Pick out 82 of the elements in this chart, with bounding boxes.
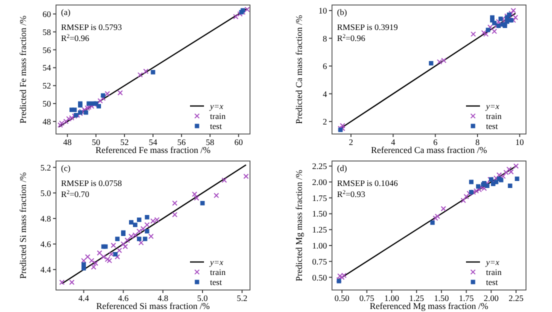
annotation: (c)	[61, 163, 71, 173]
x-tick-label: 6	[433, 137, 438, 147]
annotation: R$^{2}$=0.96	[61, 33, 90, 43]
annotation: (b)	[337, 7, 348, 17]
legend-label: train	[210, 267, 226, 277]
annotation: R$^{2}$=0.70	[61, 189, 90, 199]
x-tick-label: 0.50	[334, 293, 350, 303]
legend-label: test	[210, 121, 222, 131]
x-tick-label: 54	[148, 137, 158, 147]
annotation: RMSEP is 0.3919	[337, 22, 398, 32]
y-tick-label: 5.0	[40, 188, 51, 198]
legend-label: test	[486, 277, 498, 287]
legend-label: y=x	[209, 257, 224, 267]
x-tick-label: 4.6	[118, 293, 129, 303]
y-tick-label: 54	[42, 62, 52, 73]
y-axis-title: Predicted Ca mass fraction /%	[294, 14, 304, 124]
x-axis-title: Referenced Mg mass fraction /%	[370, 301, 489, 311]
y-tick-label: 1.00	[312, 240, 327, 251]
y-tick-label: 48	[42, 116, 51, 126]
y-tick-label: 52	[42, 80, 51, 91]
y-tick-label: 50	[42, 98, 51, 109]
x-tick-label: 0.75	[359, 293, 374, 303]
y-tick-label: 58	[42, 26, 51, 37]
x-tick-label: 2.00	[484, 293, 499, 303]
y-tick-label: 2.25	[312, 161, 327, 172]
annotation: (a)	[61, 7, 71, 17]
x-tick-label: 58	[206, 137, 214, 147]
annotation: R$^{2}$=0.96	[337, 33, 366, 43]
y-tick-label: 2.00	[312, 176, 327, 187]
y-tick-label: 1.50	[312, 208, 327, 219]
y-tick-label: 0.50	[312, 272, 327, 282]
y-tick-label: 1.75	[312, 192, 327, 203]
x-tick-label: 5.2	[236, 293, 248, 303]
annotation: RMSEP is 0.1046	[337, 178, 398, 188]
legend-label: train	[486, 267, 502, 277]
x-tick-label: 1.00	[384, 293, 400, 303]
legend-label: y=x	[485, 101, 500, 111]
legend-label: train	[486, 111, 502, 121]
x-tick-label: 5.0	[197, 293, 208, 303]
y-tick-label: 10	[318, 6, 327, 16]
x-axis-title: Referenced Si mass fraction /%	[96, 301, 210, 311]
y-tick-label: 60	[42, 8, 51, 19]
x-tick-label: 1.75	[458, 293, 474, 303]
x-axis-title: Referenced Fe mass fraction /%	[96, 145, 211, 155]
y-tick-label: 0.75	[312, 256, 327, 266]
x-tick-label: 8	[475, 137, 480, 147]
y-axis-title: Predicted Mg mass fraction /%	[294, 169, 304, 282]
x-tick-label: 1.25	[409, 293, 424, 303]
x-tick-label: 2.25	[508, 293, 524, 303]
y-tick-label: 56	[42, 44, 51, 55]
y-tick-label: 8	[322, 33, 327, 44]
y-tick-label: 4.6	[40, 239, 51, 250]
x-tick-label: 52	[120, 137, 129, 147]
x-tick-label: 56	[177, 137, 186, 147]
x-tick-label: 4	[391, 137, 396, 147]
y-tick-label: 4	[322, 88, 328, 99]
legend-label: train	[210, 111, 226, 121]
y-tick-label: 4.8	[40, 213, 51, 224]
x-tick-label: 50	[92, 137, 100, 147]
y-axis-title: Predicted Si mass fraction /%	[18, 172, 28, 279]
y-tick-label: 4.4	[40, 264, 52, 275]
x-tick-label: 4.8	[158, 293, 168, 303]
x-tick-label: 1.50	[434, 293, 449, 303]
annotation: (d)	[337, 163, 348, 173]
x-tick-label: 48	[63, 137, 72, 147]
x-tick-label: 10	[515, 137, 524, 147]
x-tick-label: 60	[234, 137, 243, 147]
legend-label: test	[486, 121, 498, 131]
legend-label: y=x	[209, 101, 224, 111]
legend-label: y=x	[485, 257, 500, 267]
legend-label: test	[210, 277, 222, 287]
x-tick-label: 2	[348, 137, 354, 147]
y-axis-title: Predicted Fe mass fraction /%	[18, 15, 28, 124]
annotation: R$^{2}$=0.93	[337, 189, 366, 199]
x-axis-title: Referenced Ca mass fraction /%	[371, 145, 488, 155]
y-tick-label: 2	[322, 116, 327, 127]
y-tick-label: 5.2	[40, 162, 51, 172]
y-tick-label: 6	[322, 61, 327, 72]
annotation: RMSEP is 0.0758	[61, 178, 122, 188]
annotation: RMSEP is 0.5793	[61, 22, 122, 32]
x-tick-label: 4.4	[78, 293, 90, 303]
y-tick-label: 1.25	[312, 224, 327, 235]
